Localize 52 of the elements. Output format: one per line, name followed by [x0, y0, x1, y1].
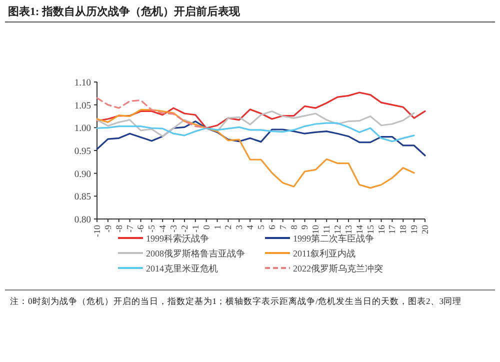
x-tick-label: -5	[146, 224, 157, 232]
y-tick-label: 0.90	[74, 170, 92, 180]
y-tick-label: 0.80	[74, 216, 92, 226]
x-tick-label: 15	[365, 224, 376, 234]
x-tick-label: 20	[420, 224, 430, 234]
x-tick-label: 2	[223, 225, 234, 230]
x-tick-label: 5	[256, 224, 266, 230]
chart-title: 图表1: 指数自从历次战争（危机）开启前后表现	[8, 5, 241, 18]
x-tick-label: 16	[376, 224, 386, 234]
x-tick-label: -1	[190, 225, 200, 232]
x-tick-label: -8	[114, 224, 124, 232]
x-tick-label: 6	[266, 224, 277, 230]
x-tick-label: -10	[92, 224, 102, 237]
x-tick-label: 3	[234, 224, 244, 230]
line-series	[96, 97, 208, 128]
y-tick-label: 1.10	[74, 78, 92, 88]
x-tick-label: 9	[300, 224, 310, 230]
x-tick-label: -4	[158, 224, 168, 232]
x-tick-label: 11	[322, 225, 332, 234]
x-tick-label: -7	[124, 224, 135, 232]
x-tick-label: 18	[398, 224, 408, 234]
x-tick-label: 7	[278, 224, 288, 230]
x-tick-label: 12	[332, 225, 343, 234]
legend-label: 2022俄罗斯乌克兰冲突	[293, 264, 383, 274]
y-tick-label: 0.85	[74, 192, 92, 203]
line-series	[96, 110, 415, 138]
x-tick-label: 10	[310, 224, 321, 234]
x-tick-label: 19	[409, 224, 420, 234]
legend-label: 2014克里米亚危机	[146, 264, 218, 274]
legend-label: 2011叙利亚内战	[293, 248, 356, 258]
x-tick-label: 17	[387, 224, 398, 234]
legend-label: 2008俄罗斯格鲁吉亚战争	[146, 248, 245, 258]
line-series	[96, 92, 426, 129]
x-tick-label: 8	[288, 224, 299, 230]
x-tick-label: -6	[136, 224, 146, 232]
line-series	[96, 120, 426, 156]
x-tick-label: 1	[212, 225, 222, 230]
x-tick-label: -3	[168, 224, 179, 232]
x-tick-label: 0	[201, 224, 212, 230]
x-tick-label: 4	[245, 224, 256, 230]
line-series	[96, 109, 415, 189]
x-tick-label: 13	[343, 224, 354, 234]
x-tick-label: 14	[354, 224, 364, 234]
y-tick-label: 0.95	[74, 147, 92, 157]
line-series	[96, 122, 415, 142]
y-tick-label: 1.00	[74, 124, 92, 134]
legend-label: 1999科索沃战争	[146, 234, 209, 244]
legend-label: 1999第二次车臣战争	[293, 234, 374, 244]
text: 注：0时刻为战争（危机）开启的当日，指数定基为1；横轴数字表示距离战争/危机发生当日的天数，图表2、3同理	[10, 296, 462, 306]
x-tick-label: -9	[102, 224, 113, 232]
y-tick-label: 1.05	[74, 101, 92, 112]
x-tick-label: -2	[179, 225, 190, 232]
